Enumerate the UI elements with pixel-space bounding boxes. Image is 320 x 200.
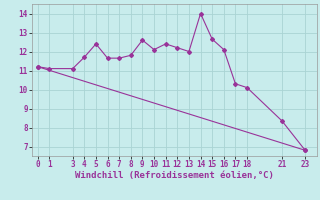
X-axis label: Windchill (Refroidissement éolien,°C): Windchill (Refroidissement éolien,°C) bbox=[75, 171, 274, 180]
